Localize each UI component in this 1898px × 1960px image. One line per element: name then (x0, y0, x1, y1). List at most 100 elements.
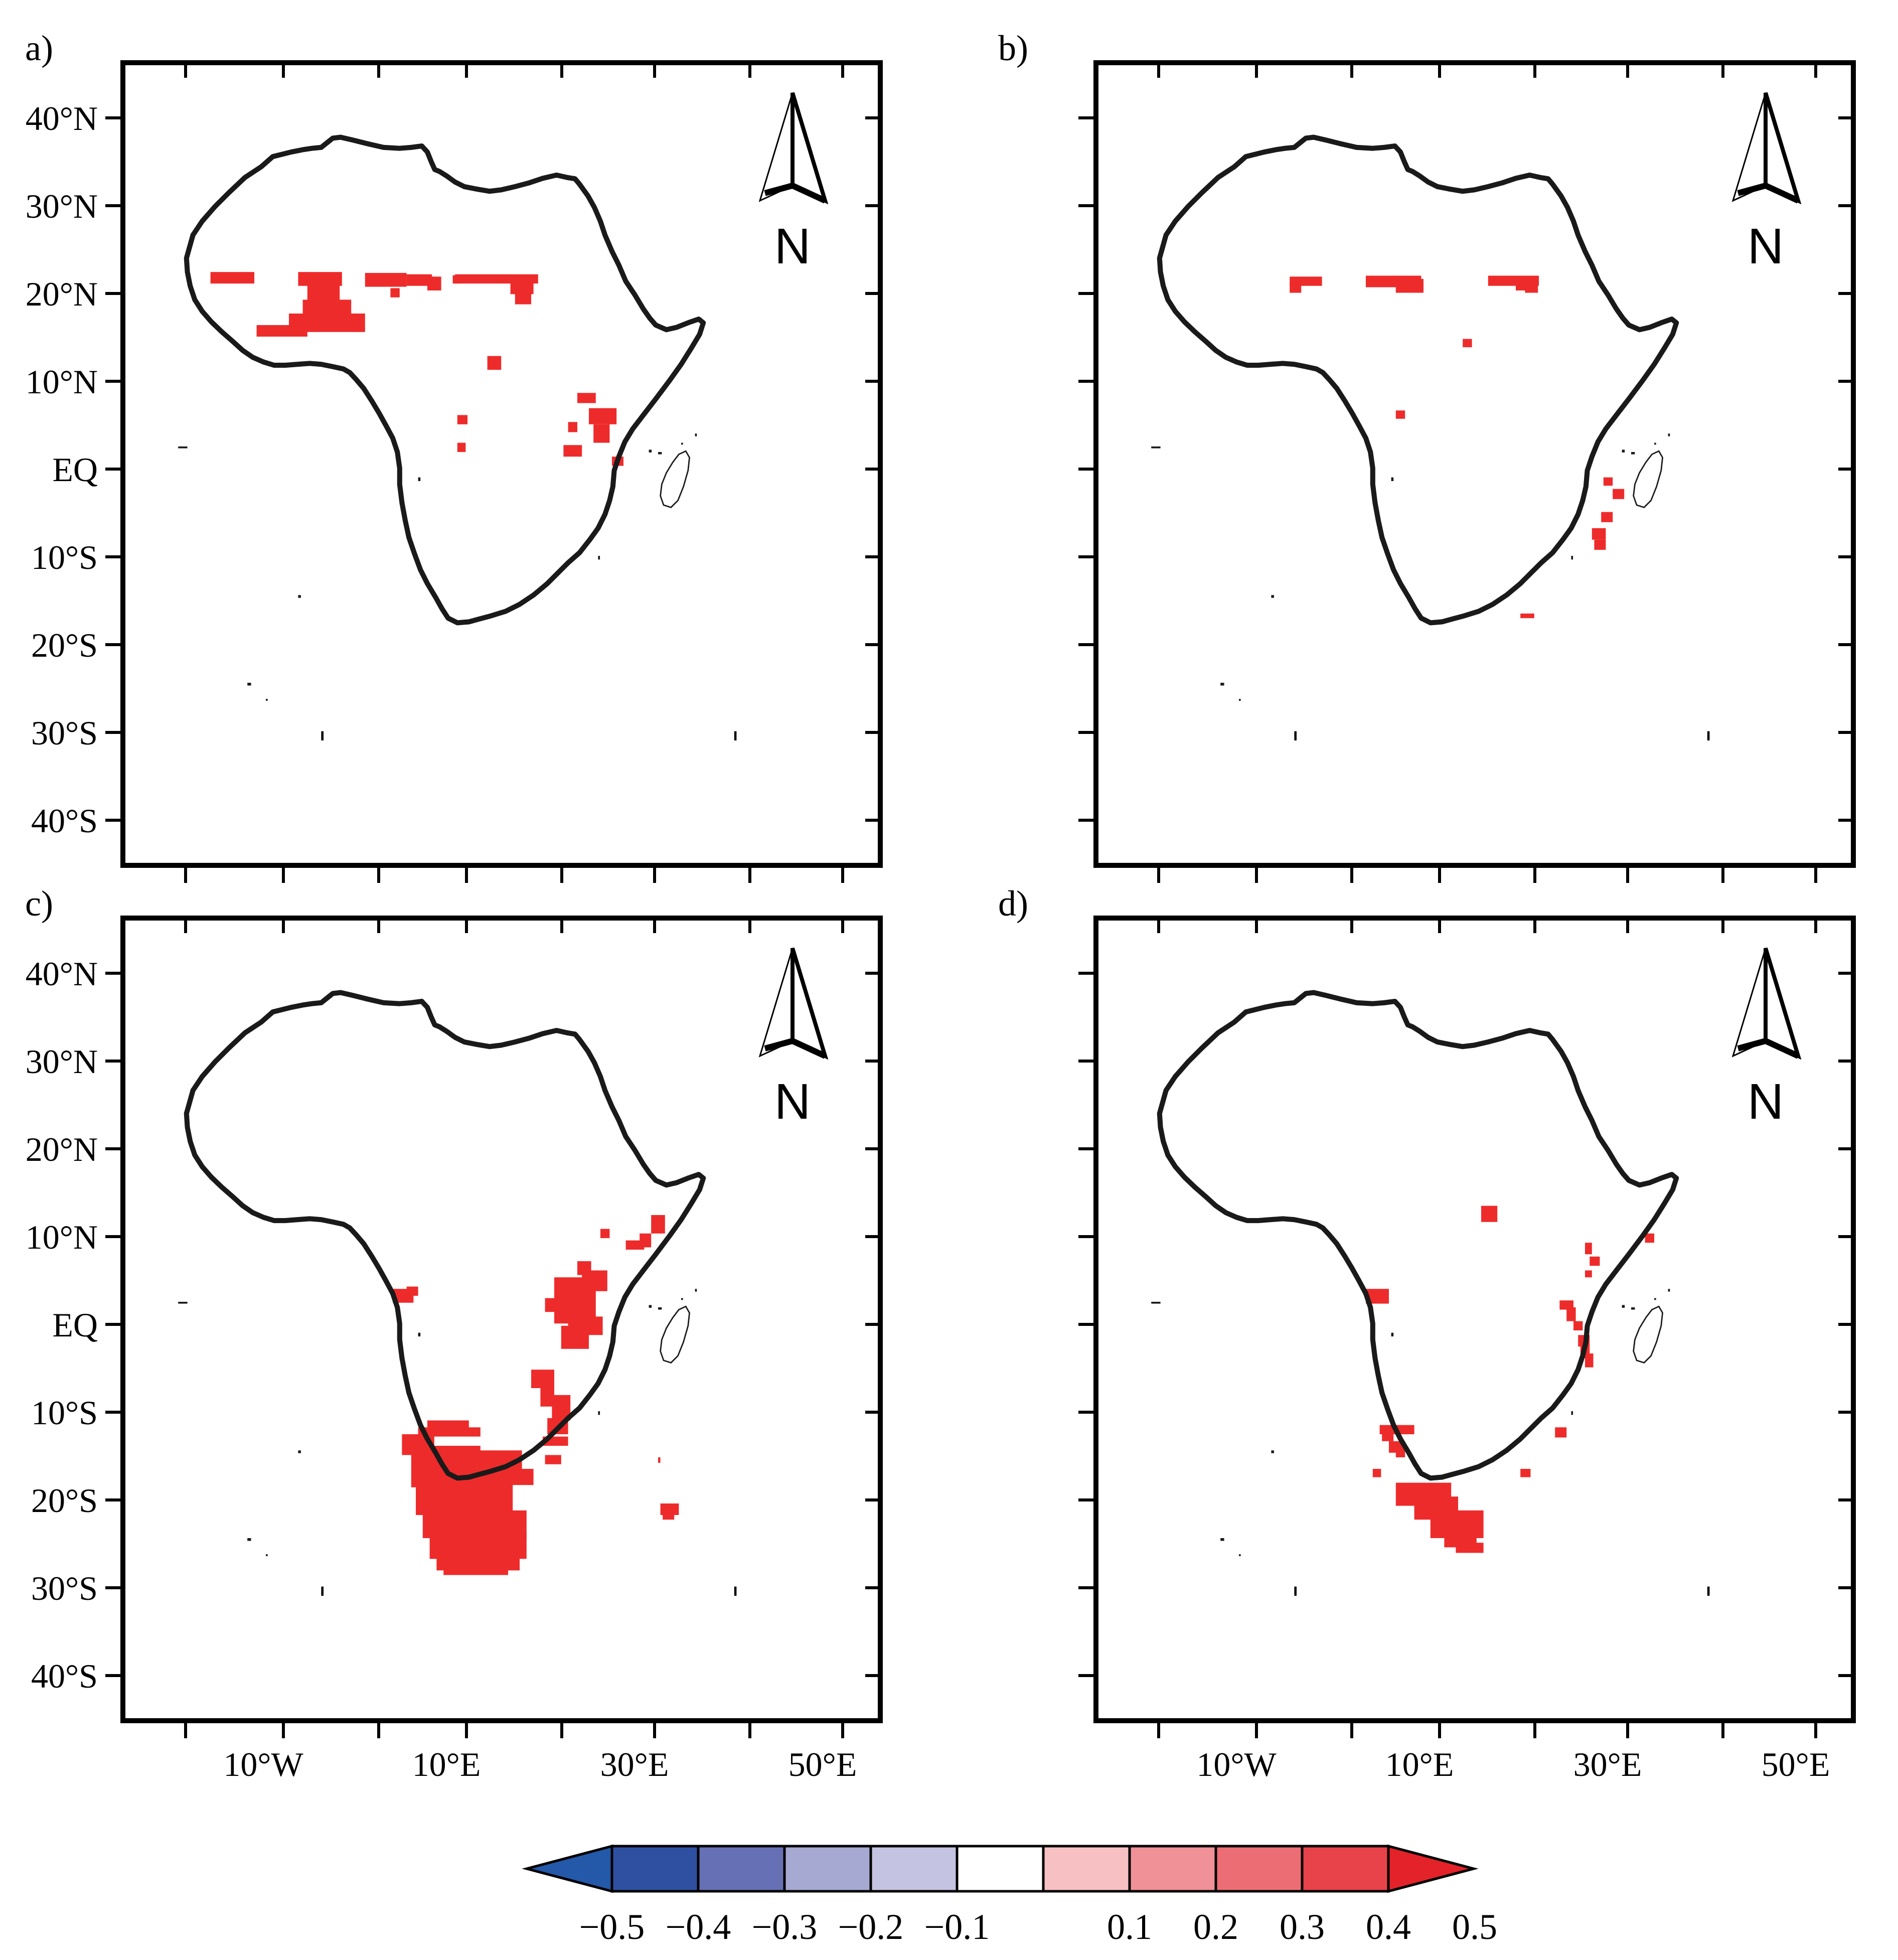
grid-mark (1294, 731, 1297, 740)
panel-label: c) (25, 883, 53, 924)
significant-cell (427, 1420, 469, 1432)
island-marker (1271, 595, 1274, 598)
grid-mark (1707, 1586, 1710, 1596)
significant-cell (1585, 1243, 1592, 1255)
significant-cell (1585, 1270, 1592, 1278)
lon-label: 10°W (1196, 1745, 1277, 1783)
significant-cell (663, 1510, 675, 1520)
significant-cell (561, 1325, 589, 1349)
north-label: N (774, 218, 811, 274)
colorbar-tick-label: −0.1 (924, 1907, 990, 1947)
significant-cell (210, 272, 254, 284)
africa-coastline (184, 990, 706, 1481)
significant-cell (457, 415, 468, 424)
significant-cell (429, 1533, 527, 1559)
significant-cell (593, 424, 610, 443)
significant-cell (1395, 279, 1424, 293)
island-marker (598, 556, 600, 560)
colorbar-tick-label: −0.4 (666, 1907, 731, 1947)
colorbar-tick-label: 0.5 (1452, 1907, 1497, 1947)
significant-cell (1395, 410, 1405, 419)
significant-cell (651, 1215, 665, 1234)
colorbar-segment (869, 1845, 959, 1893)
lat-label: 30°S (31, 714, 98, 752)
significant-cell (1555, 1427, 1567, 1438)
significant-cell (1566, 1307, 1576, 1321)
significant-cell (1590, 1256, 1600, 1266)
lon-label: 30°E (600, 1745, 669, 1783)
lat-label: 10°S (31, 538, 98, 576)
panel-label: d) (998, 883, 1028, 924)
island-marker (1220, 1538, 1224, 1541)
africa-coastline (184, 134, 706, 626)
significant-cell (1382, 1432, 1394, 1441)
colorbar-segment (697, 1845, 786, 1893)
island-marker (1151, 446, 1161, 448)
island-marker (1151, 1301, 1161, 1304)
panel-d: d) N 10°W 10°E 30°E 50°E (998, 883, 1856, 1783)
grid-mark (1294, 1586, 1297, 1596)
north-arrow-right-half (790, 92, 829, 205)
significant-cell (1603, 477, 1613, 486)
colorbar-segment (1301, 1845, 1390, 1893)
north-arrow: N (758, 92, 829, 274)
north-label: N (1748, 218, 1784, 274)
north-arrow: N (758, 947, 829, 1130)
grid-mark (321, 1586, 324, 1596)
island-marker (649, 449, 652, 453)
panel-b: b) N (998, 28, 1856, 883)
island-marker (658, 452, 662, 455)
island-marker (1571, 1411, 1573, 1415)
island-marker (1654, 1298, 1656, 1300)
north-arrow-base (764, 1037, 827, 1059)
significant-cell (625, 1240, 645, 1250)
madagascar-outline (1633, 1305, 1663, 1364)
north-arrow-right-half (1764, 947, 1802, 1060)
significant-cell (1372, 1469, 1381, 1477)
colorbar-tick-label: −0.2 (838, 1907, 904, 1947)
significant-cell (545, 1455, 561, 1464)
map-content (1151, 134, 1710, 740)
island-marker (298, 1450, 301, 1453)
island-marker (1239, 699, 1241, 701)
lon-label: 50°E (1762, 1745, 1830, 1783)
map-content (178, 134, 737, 740)
colorbar-tick-label: −0.5 (579, 1907, 645, 1947)
significant-cell (1613, 489, 1625, 499)
lat-label: 20°S (31, 1481, 98, 1520)
map-frame (1093, 60, 1856, 868)
map-frame (120, 916, 883, 1723)
significant-cell (1601, 512, 1613, 522)
panel-c: c) N 40°N 30°N 20°N 10°N EQ 10°S 20°S 30°S 40°S 10°… (25, 883, 883, 1783)
lat-label: 30°N (26, 1042, 98, 1081)
colorbar-max-arrow (1387, 1844, 1479, 1893)
north-arrow-right-half (1764, 92, 1802, 205)
significant-cell (577, 393, 596, 403)
map-frame (1093, 916, 1856, 1723)
significant-cell (510, 275, 534, 294)
island-marker (266, 1554, 268, 1556)
island-marker (1631, 1307, 1635, 1310)
significant-cell (1585, 1353, 1594, 1368)
significant-cell (1520, 614, 1534, 619)
lat-label: 10°N (26, 363, 98, 401)
significant-cell (256, 325, 307, 337)
colorbar: −0.5 −0.4 −0.3 −0.2 −0.1 0.1 0.2 0.3 0.4 0.5 (522, 1844, 1497, 1947)
lat-label: 20°N (26, 275, 98, 313)
lat-label: EQ (52, 1306, 98, 1344)
island-marker (266, 699, 268, 701)
island-marker (1668, 433, 1670, 436)
island-marker (247, 683, 251, 686)
madagascar-outline (660, 1305, 690, 1364)
significant-cell (1456, 1543, 1484, 1553)
island-marker (1391, 477, 1394, 481)
island-marker (1622, 449, 1625, 453)
significant-cell (545, 1298, 573, 1312)
north-arrow-base (764, 182, 827, 204)
significant-cell (1290, 283, 1302, 293)
grid-mark (734, 1586, 737, 1596)
lat-label: 30°N (26, 187, 98, 225)
significant-cell (563, 445, 582, 457)
significant-cell (452, 275, 458, 284)
island-marker (1654, 442, 1656, 445)
